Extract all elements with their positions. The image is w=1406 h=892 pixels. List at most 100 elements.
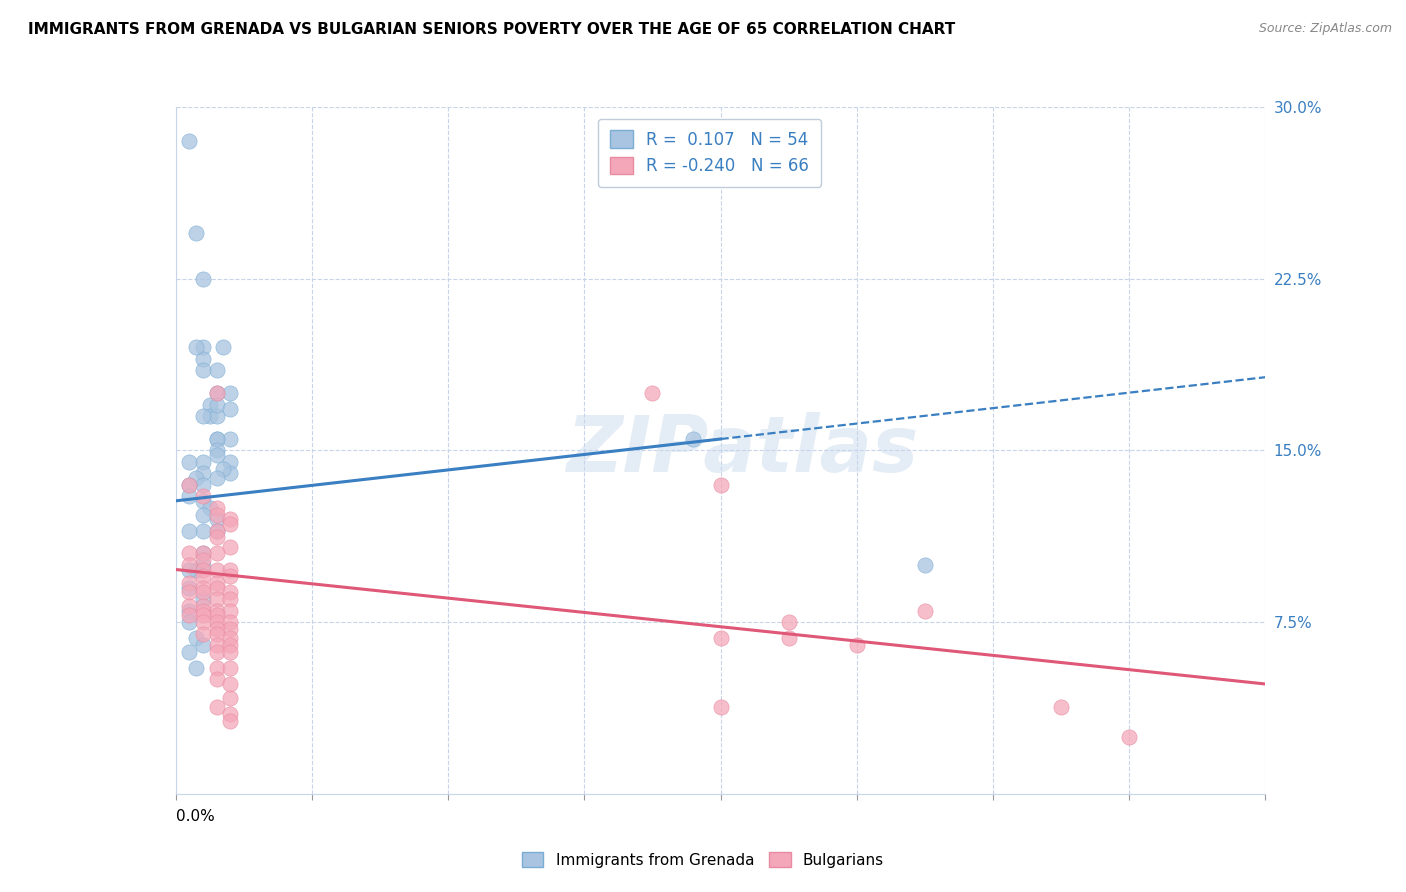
Point bbox=[179, 524, 201, 538]
Point bbox=[179, 581, 201, 595]
Point bbox=[191, 604, 214, 618]
Point bbox=[191, 340, 214, 354]
Point bbox=[219, 512, 242, 526]
Point bbox=[710, 699, 733, 714]
Point bbox=[219, 622, 242, 636]
Point bbox=[191, 409, 214, 424]
Point bbox=[205, 448, 228, 462]
Point bbox=[191, 581, 214, 595]
Point bbox=[186, 226, 208, 240]
Point bbox=[191, 638, 214, 652]
Point bbox=[219, 714, 242, 728]
Point bbox=[212, 462, 235, 476]
Point bbox=[191, 363, 214, 377]
Point bbox=[205, 500, 228, 515]
Legend: R =  0.107   N = 54, R = -0.240   N = 66: R = 0.107 N = 54, R = -0.240 N = 66 bbox=[598, 119, 821, 186]
Point bbox=[198, 409, 221, 424]
Point bbox=[191, 508, 214, 522]
Point bbox=[179, 645, 201, 659]
Point bbox=[205, 386, 228, 401]
Point bbox=[914, 604, 936, 618]
Point bbox=[205, 604, 228, 618]
Point bbox=[191, 546, 214, 561]
Point bbox=[205, 471, 228, 485]
Point bbox=[179, 455, 201, 469]
Point bbox=[710, 478, 733, 492]
Point bbox=[219, 645, 242, 659]
Point bbox=[179, 489, 201, 503]
Point bbox=[219, 562, 242, 576]
Point bbox=[914, 558, 936, 572]
Point bbox=[191, 478, 214, 492]
Point bbox=[205, 622, 228, 636]
Point bbox=[219, 677, 242, 691]
Point bbox=[191, 489, 214, 503]
Point bbox=[205, 409, 228, 424]
Point bbox=[191, 608, 214, 623]
Point bbox=[179, 599, 201, 614]
Point bbox=[219, 455, 242, 469]
Point bbox=[179, 478, 201, 492]
Point bbox=[205, 645, 228, 659]
Point bbox=[179, 576, 201, 591]
Legend: Immigrants from Grenada, Bulgarians: Immigrants from Grenada, Bulgarians bbox=[515, 844, 891, 875]
Point bbox=[205, 661, 228, 675]
Point bbox=[205, 531, 228, 545]
Point bbox=[778, 615, 800, 630]
Point bbox=[219, 540, 242, 554]
Point bbox=[219, 615, 242, 630]
Point bbox=[219, 432, 242, 446]
Point bbox=[205, 608, 228, 623]
Point bbox=[205, 615, 228, 630]
Point bbox=[186, 661, 208, 675]
Point bbox=[205, 443, 228, 458]
Point bbox=[205, 638, 228, 652]
Point bbox=[205, 699, 228, 714]
Point bbox=[191, 455, 214, 469]
Point bbox=[219, 706, 242, 721]
Point bbox=[205, 581, 228, 595]
Point bbox=[205, 524, 228, 538]
Point bbox=[186, 471, 208, 485]
Point bbox=[219, 661, 242, 675]
Point bbox=[191, 569, 214, 583]
Point bbox=[205, 432, 228, 446]
Text: IMMIGRANTS FROM GRENADA VS BULGARIAN SENIORS POVERTY OVER THE AGE OF 65 CORRELAT: IMMIGRANTS FROM GRENADA VS BULGARIAN SEN… bbox=[28, 22, 955, 37]
Point bbox=[219, 386, 242, 401]
Point bbox=[205, 524, 228, 538]
Point bbox=[179, 604, 201, 618]
Point bbox=[845, 638, 868, 652]
Point bbox=[205, 546, 228, 561]
Point bbox=[205, 576, 228, 591]
Point bbox=[710, 631, 733, 645]
Point bbox=[205, 508, 228, 522]
Point bbox=[205, 512, 228, 526]
Point bbox=[641, 386, 664, 401]
Point bbox=[198, 500, 221, 515]
Point bbox=[205, 363, 228, 377]
Point bbox=[1118, 730, 1140, 744]
Point bbox=[179, 546, 201, 561]
Point bbox=[219, 516, 242, 531]
Point bbox=[191, 553, 214, 567]
Point bbox=[179, 558, 201, 572]
Point bbox=[191, 524, 214, 538]
Point bbox=[179, 135, 201, 149]
Point bbox=[186, 562, 208, 576]
Point bbox=[205, 432, 228, 446]
Point bbox=[205, 673, 228, 687]
Point bbox=[219, 402, 242, 417]
Point bbox=[191, 626, 214, 640]
Point bbox=[205, 386, 228, 401]
Point bbox=[205, 626, 228, 640]
Point bbox=[219, 585, 242, 599]
Point bbox=[205, 562, 228, 576]
Point bbox=[1050, 699, 1073, 714]
Point bbox=[191, 585, 214, 599]
Point bbox=[191, 562, 214, 576]
Point bbox=[191, 467, 214, 481]
Point bbox=[682, 432, 704, 446]
Point bbox=[778, 631, 800, 645]
Point bbox=[179, 562, 201, 576]
Point bbox=[179, 608, 201, 623]
